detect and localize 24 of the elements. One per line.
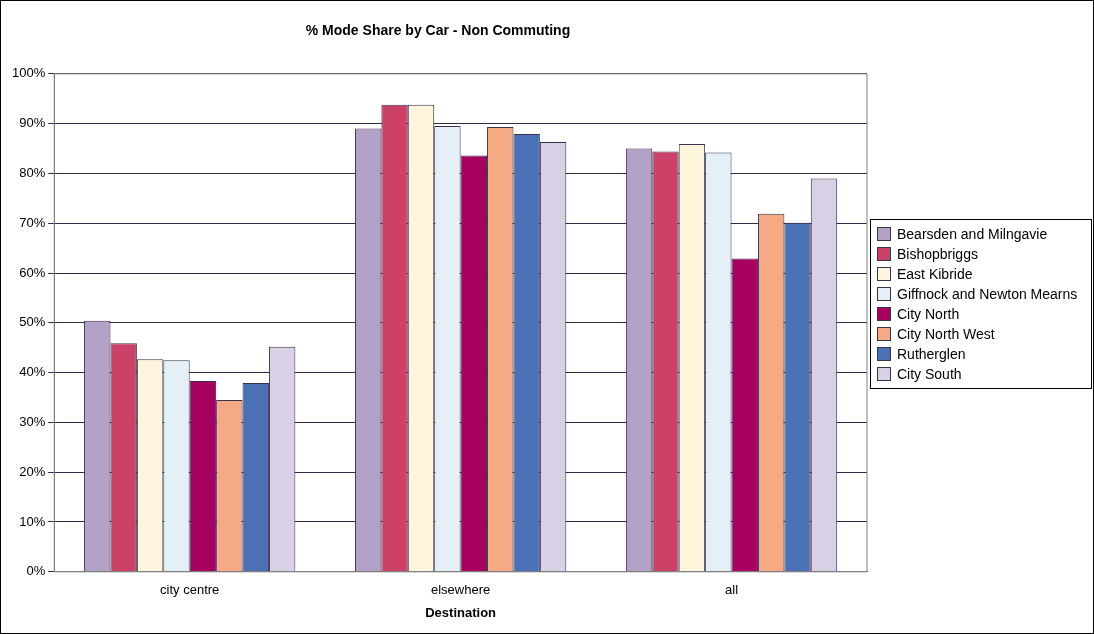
y-tick-label: 70%: [19, 214, 46, 230]
y-tick-label: 90%: [19, 115, 46, 131]
legend-label: East Kibride: [897, 266, 973, 282]
y-tick-label: 10%: [19, 513, 46, 529]
x-tick-label: all: [725, 582, 739, 598]
x-tick-label: elsewhere: [430, 582, 491, 598]
legend-label: Giffnock and Newton Mearns: [897, 286, 1078, 302]
legend-label: Bearsden and Milngavie: [897, 226, 1048, 242]
legend-label: Rutherglen: [897, 346, 966, 362]
y-tick-label: 30%: [19, 413, 46, 429]
chart-title: % Mode Share by Car - Non Commuting: [305, 22, 571, 39]
x-tick-label: city centre: [160, 582, 220, 598]
y-tick-label: 50%: [19, 314, 46, 330]
y-tick-label: 60%: [19, 264, 46, 280]
legend-label: City South: [897, 366, 962, 382]
y-tick-label: 80%: [19, 164, 46, 180]
legend-label: City North West: [897, 326, 995, 342]
y-tick-label: 20%: [19, 463, 46, 479]
y-tick-label: 40%: [19, 364, 46, 380]
y-tick-label: 100%: [12, 65, 46, 81]
y-tick-label: 0%: [26, 563, 46, 579]
legend-label: City North: [897, 306, 960, 322]
legend-label: Bishopbriggs: [897, 246, 978, 262]
x-axis-title: Destination: [425, 604, 497, 620]
